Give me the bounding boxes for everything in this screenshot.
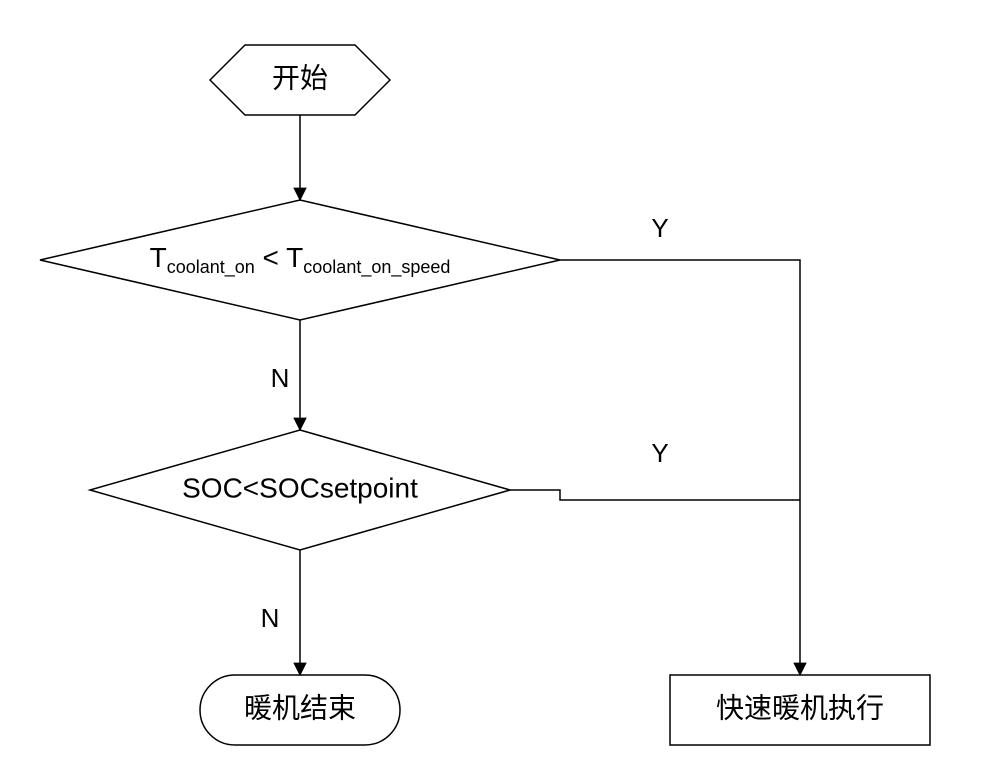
svg-text:N: N — [261, 603, 280, 633]
flowchart-canvas: 开始 Tcoolant_on < Tcoolant_on_speed SOC<S… — [0, 0, 1000, 781]
svg-text:暖机结束: 暖机结束 — [244, 692, 356, 723]
svg-text:Tcoolant_on < Tcoolant_on_spee: Tcoolant_on < Tcoolant_on_speed — [150, 242, 451, 277]
edges: N Y N Y — [261, 115, 800, 675]
svg-text:Y: Y — [651, 213, 668, 243]
svg-text:N: N — [271, 363, 290, 393]
svg-text:开始: 开始 — [272, 62, 328, 93]
start-node: 开始 — [210, 45, 390, 115]
end-node: 暖机结束 — [200, 675, 400, 745]
svg-text:快速暖机执行: 快速暖机执行 — [716, 692, 884, 723]
decision1-node: Tcoolant_on < Tcoolant_on_speed — [40, 200, 560, 320]
decision2-node: SOC<SOCsetpoint — [90, 430, 510, 550]
svg-text:Y: Y — [651, 438, 668, 468]
svg-text:SOC<SOCsetpoint: SOC<SOCsetpoint — [182, 472, 418, 503]
exec-node: 快速暖机执行 — [670, 675, 930, 745]
